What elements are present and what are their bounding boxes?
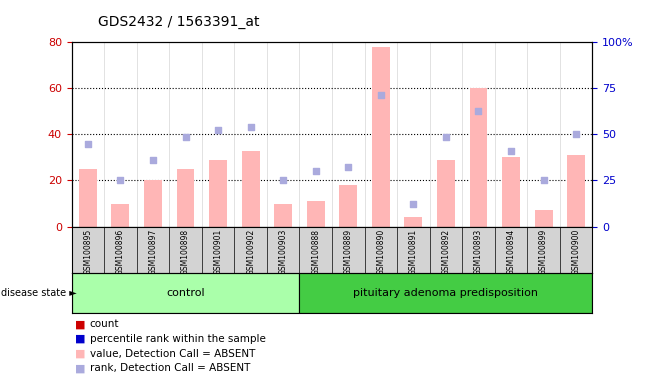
Text: GSM100890: GSM100890	[376, 229, 385, 275]
Text: GSM100893: GSM100893	[474, 229, 483, 275]
Point	[311, 168, 321, 174]
Bar	[339, 185, 357, 227]
Point	[245, 124, 256, 131]
Text: rank, Detection Call = ABSENT: rank, Detection Call = ABSENT	[90, 363, 250, 373]
Text: GSM100901: GSM100901	[214, 229, 223, 275]
Bar	[469, 88, 488, 227]
Point	[538, 177, 549, 184]
Text: GSM100902: GSM100902	[246, 229, 255, 275]
Text: GDS2432 / 1563391_at: GDS2432 / 1563391_at	[98, 15, 259, 29]
Text: GSM100897: GSM100897	[148, 229, 158, 275]
Text: ■: ■	[75, 319, 85, 329]
Text: GSM100888: GSM100888	[311, 229, 320, 275]
Bar	[111, 204, 130, 227]
Text: GSM100903: GSM100903	[279, 229, 288, 275]
Text: GSM100894: GSM100894	[506, 229, 516, 275]
Text: GSM100891: GSM100891	[409, 229, 418, 275]
Text: ■: ■	[75, 334, 85, 344]
Text: disease state ►: disease state ►	[1, 288, 77, 298]
Bar	[209, 160, 227, 227]
Text: control: control	[166, 288, 205, 298]
Text: GSM100898: GSM100898	[181, 229, 190, 275]
Text: GSM100899: GSM100899	[539, 229, 548, 275]
Point	[180, 134, 191, 140]
Bar	[307, 201, 325, 227]
Text: GSM100889: GSM100889	[344, 229, 353, 275]
Bar	[299, 273, 592, 313]
Point	[376, 92, 386, 98]
Point	[506, 147, 516, 154]
Bar	[534, 210, 553, 227]
Point	[213, 127, 223, 133]
Bar	[72, 273, 299, 313]
Bar	[404, 217, 422, 227]
Text: value, Detection Call = ABSENT: value, Detection Call = ABSENT	[90, 349, 255, 359]
Point	[148, 157, 158, 163]
Bar	[502, 157, 520, 227]
Point	[441, 134, 451, 140]
Point	[83, 141, 93, 147]
Text: ■: ■	[75, 349, 85, 359]
Text: ■: ■	[75, 363, 85, 373]
Bar	[567, 155, 585, 227]
Bar	[176, 169, 195, 227]
Point	[115, 177, 126, 184]
Bar	[372, 47, 390, 227]
Bar	[437, 160, 455, 227]
Text: GSM100900: GSM100900	[572, 229, 581, 275]
Point	[571, 131, 581, 137]
Text: count: count	[90, 319, 119, 329]
Point	[278, 177, 288, 184]
Point	[408, 200, 419, 207]
Point	[343, 164, 353, 170]
Bar	[242, 151, 260, 227]
Text: pituitary adenoma predisposition: pituitary adenoma predisposition	[353, 288, 538, 298]
Point	[473, 108, 484, 114]
Bar	[144, 180, 162, 227]
Text: GSM100896: GSM100896	[116, 229, 125, 275]
Text: GSM100892: GSM100892	[441, 229, 450, 275]
Text: GSM100895: GSM100895	[83, 229, 92, 275]
Text: percentile rank within the sample: percentile rank within the sample	[90, 334, 266, 344]
Bar	[79, 169, 97, 227]
Bar	[274, 204, 292, 227]
